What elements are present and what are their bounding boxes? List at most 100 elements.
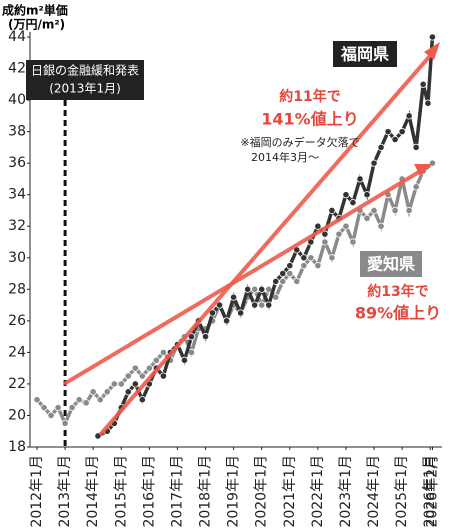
x-tick-label: 2017年1月 xyxy=(169,455,185,528)
data-point xyxy=(412,143,420,151)
plot: 18 20 22 24 26 28 30 32 34 36 38 40 42 44 2012年1月 2013年… xyxy=(8,29,442,528)
data-point xyxy=(61,419,69,427)
data-point xyxy=(300,254,308,262)
data-point xyxy=(377,222,385,230)
data-point xyxy=(370,159,378,167)
data-point xyxy=(405,112,413,120)
trend-arrow xyxy=(98,47,438,437)
data-point xyxy=(117,380,125,388)
x-tick-label: 2019年1月 xyxy=(226,455,242,528)
note: 2014年3月～ xyxy=(251,150,319,164)
data-point xyxy=(138,372,146,380)
data-point xyxy=(391,135,399,144)
data-point xyxy=(124,372,132,380)
data-point xyxy=(251,301,259,309)
data-point xyxy=(363,214,371,222)
label-box xyxy=(360,251,422,277)
data-point xyxy=(251,285,259,293)
data-point xyxy=(258,301,266,309)
data-point xyxy=(349,238,357,246)
series-label: 福岡県 xyxy=(340,45,389,64)
data-point xyxy=(328,206,336,215)
annotation: 約11年で xyxy=(279,88,340,105)
y-tick-label: 44 xyxy=(8,29,26,45)
x-tick-label: 2014年1月 xyxy=(85,455,101,528)
event-label: 日銀の金融緩和発表 xyxy=(31,63,139,78)
data-point xyxy=(321,230,329,238)
y-axis-label: 成約m²単価 xyxy=(2,3,68,18)
data-point xyxy=(180,356,189,364)
annotation: 約13年で xyxy=(367,283,428,300)
data-point xyxy=(419,80,427,88)
x-tick-label: 2012年1月 xyxy=(29,455,45,528)
y-tick-label: 30 xyxy=(8,250,26,266)
data-point xyxy=(40,403,48,412)
y-tick-label: 26 xyxy=(8,313,26,329)
data-point xyxy=(342,222,350,230)
arrow-head xyxy=(414,164,432,176)
x-tick-label: 2023年1月 xyxy=(338,455,354,528)
y-tick-label: 22 xyxy=(8,376,26,392)
y-tick-label: 34 xyxy=(8,187,26,203)
data-point xyxy=(307,254,315,262)
note: ※福岡のみデータ欠落で xyxy=(240,135,359,149)
x-tick-label: 2016年1月 xyxy=(141,455,157,528)
data-point xyxy=(131,364,139,372)
x-tick-label: 2024年1月 xyxy=(366,455,382,528)
data-point xyxy=(47,411,55,420)
data-point xyxy=(391,206,399,215)
trend-arrow xyxy=(62,167,426,386)
data-point xyxy=(75,396,83,404)
data-point xyxy=(286,269,294,278)
data-point xyxy=(244,285,252,293)
x-tick-label: 2015年1月 xyxy=(113,455,129,528)
annotation: 141%値上り xyxy=(261,110,358,129)
data-point xyxy=(300,262,308,270)
data-point xyxy=(201,333,210,341)
data-point xyxy=(54,403,62,412)
data-point xyxy=(314,222,322,230)
data-point xyxy=(237,309,245,317)
data-point xyxy=(159,372,168,380)
data-point xyxy=(68,403,76,412)
data-point xyxy=(103,388,111,396)
data-point xyxy=(370,206,378,215)
data-point xyxy=(424,99,432,107)
data-point xyxy=(279,277,287,286)
x-tick-label: 2018年1月 xyxy=(198,455,214,528)
data-point xyxy=(363,191,371,199)
y-tick-label: 40 xyxy=(8,92,26,108)
data-point xyxy=(124,388,132,396)
data-point xyxy=(398,128,406,136)
data-point xyxy=(258,285,266,293)
y-tick-label: 28 xyxy=(8,281,26,297)
data-point xyxy=(384,128,392,136)
x-tick-label: 2026年2月 xyxy=(424,455,440,528)
x-tick-label: 2022年1月 xyxy=(310,455,326,528)
y-tick-label: 42 xyxy=(8,61,26,77)
x-tick-label: 2020年1月 xyxy=(254,455,270,528)
y-tick-label: 32 xyxy=(8,218,26,234)
data-point xyxy=(230,293,238,301)
data-point xyxy=(138,396,146,404)
data-point xyxy=(356,175,364,183)
x-tick-label: 2025年1月 xyxy=(394,455,410,528)
y-tick-label: 38 xyxy=(8,124,26,140)
data-point xyxy=(152,356,160,364)
data-point xyxy=(335,230,343,238)
data-point xyxy=(314,262,322,270)
data-point xyxy=(33,396,41,404)
data-point xyxy=(222,317,231,325)
label-box xyxy=(333,41,397,67)
data-point xyxy=(328,254,336,262)
series-label: 愛知県 xyxy=(367,255,415,274)
data-point xyxy=(293,277,301,286)
data-point xyxy=(110,380,118,388)
data-point xyxy=(89,388,97,396)
data-point xyxy=(215,301,224,309)
y-tick-label: 18 xyxy=(8,439,26,455)
data-point xyxy=(279,269,287,278)
x-tick-label: 2021年1月 xyxy=(282,455,298,528)
data-point xyxy=(208,309,217,317)
